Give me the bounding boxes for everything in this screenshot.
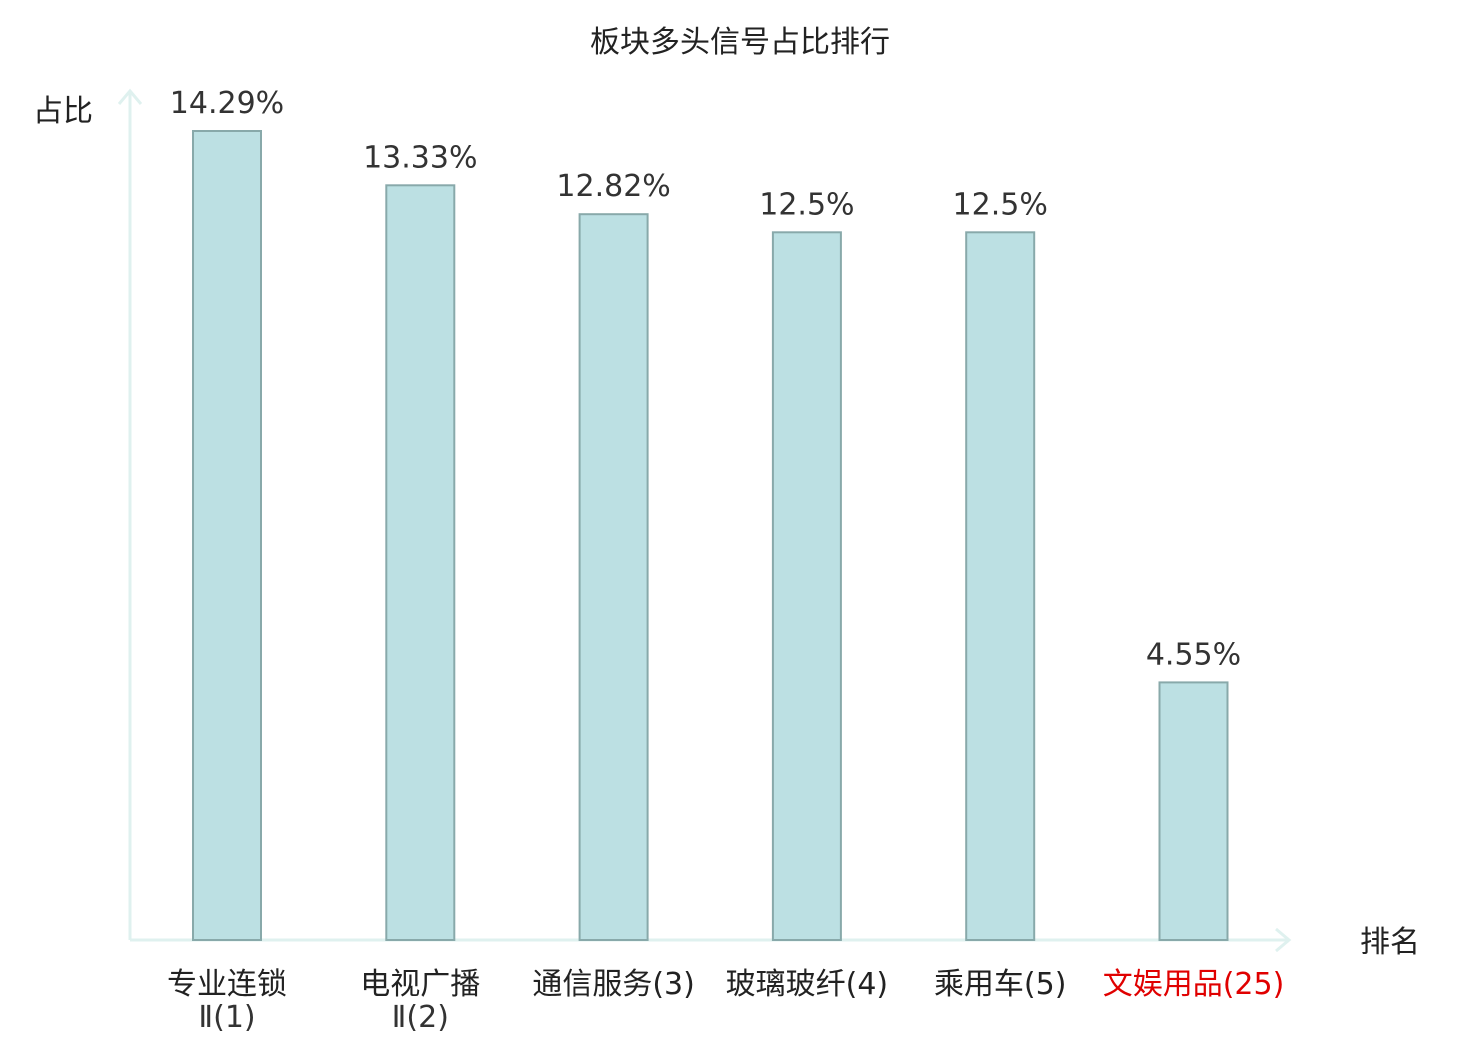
value-label: 14.29%: [170, 86, 284, 121]
value-label: 12.5%: [953, 187, 1048, 222]
x-tick-label: 玻璃玻纤(4): [726, 967, 889, 1002]
bar: [1158, 681, 1229, 942]
x-axis-arrow: [1275, 927, 1292, 953]
y-axis-label: 占比: [33, 94, 93, 129]
y-axis-arrow: [117, 88, 143, 105]
bar: [192, 130, 262, 941]
chart-title: 板块多头信号占比排行: [590, 25, 890, 60]
x-tick-sublabel: Ⅱ(1): [198, 1000, 255, 1035]
value-label: 4.55%: [1146, 637, 1241, 672]
value-label: 12.82%: [556, 169, 670, 204]
axes: [117, 88, 1292, 953]
bar: [771, 231, 842, 942]
x-tick-label: 通信服务(3): [532, 967, 695, 1002]
bar: [578, 213, 649, 941]
value-label: 13.33%: [363, 140, 477, 175]
x-tick-label: 专业连锁: [167, 967, 287, 1002]
bar: [385, 184, 456, 942]
bar: [965, 231, 1036, 942]
value-label: 12.5%: [759, 187, 854, 222]
x-tick-sublabel: Ⅱ(2): [392, 1000, 449, 1035]
x-tick-label: 电视广播: [360, 967, 480, 1002]
bars: [192, 130, 1229, 942]
x-axis-label: 排名: [1360, 925, 1420, 960]
value-labels: 14.29% 13.33% 12.82% 12.5% 12.5% 4.55%: [170, 86, 1241, 672]
x-tick-label: 乘用车(5): [934, 967, 1067, 1002]
x-tick-label: 文娱用品(25): [1103, 967, 1285, 1002]
